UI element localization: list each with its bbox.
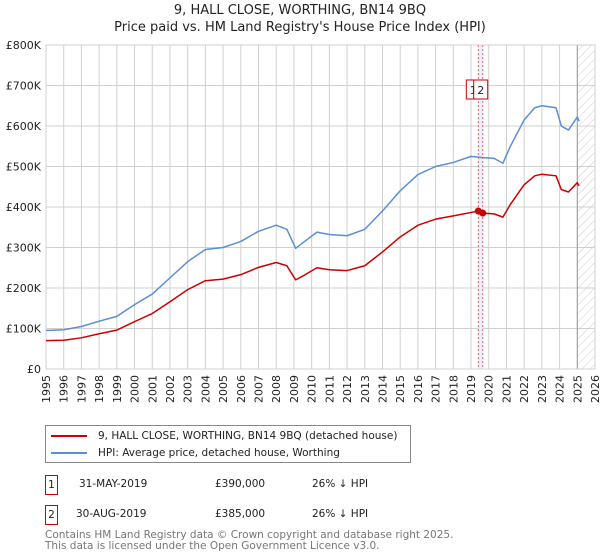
x-tick-label: 1997 xyxy=(75,375,88,403)
footer: Contains HM Land Registry data © Crown c… xyxy=(45,530,453,552)
x-tick-label: 2023 xyxy=(536,375,549,403)
sale-band xyxy=(478,45,483,369)
x-tick-label: 2008 xyxy=(270,375,283,403)
chart-subtitle: Price paid vs. HM Land Registry's House … xyxy=(114,20,486,35)
sale-point xyxy=(479,209,487,217)
sale-badge: 2 xyxy=(45,505,58,525)
y-tick-label: £700K xyxy=(6,80,42,93)
x-tick-label: 2025 xyxy=(571,375,584,403)
x-tick-label: 2022 xyxy=(518,375,531,403)
x-tick-label: 2004 xyxy=(199,375,212,403)
x-tick-label: 2013 xyxy=(359,375,372,403)
x-tick-label: 2006 xyxy=(235,375,248,403)
y-tick-label: £600K xyxy=(6,120,42,133)
x-tick-label: 2001 xyxy=(146,375,159,403)
legend-item-hpi: HPI: Average price, detached house, Wort… xyxy=(46,445,340,461)
x-tick-label: 2015 xyxy=(394,375,407,403)
sale-price: £385,000 xyxy=(215,508,266,520)
y-tick-label: £100K xyxy=(6,323,42,336)
sale-hpi-diff: 26% ↓ HPI xyxy=(312,478,369,490)
x-tick-label: 1999 xyxy=(111,375,124,403)
legend-item-property: 9, HALL CLOSE, WORTHING, BN14 9BQ (detac… xyxy=(46,428,397,444)
x-tick-label: 2020 xyxy=(483,375,496,403)
y-tick-label: £200K xyxy=(6,282,42,295)
y-tick-label: £500K xyxy=(6,161,42,174)
x-tick-label: 2005 xyxy=(217,375,230,403)
x-tick-label: 1995 xyxy=(40,375,53,403)
x-tick-label: 2012 xyxy=(341,375,354,403)
plot-frame xyxy=(45,44,596,370)
property-price-line xyxy=(45,173,580,342)
sale-date: 31-MAY-2019 xyxy=(79,478,148,490)
sale-hpi-diff: 26% ↓ HPI xyxy=(312,508,369,520)
footer-licence: This data is licensed under the Open Gov… xyxy=(45,540,380,552)
x-tick-label: 2003 xyxy=(182,375,195,403)
x-tick-label: 2017 xyxy=(430,375,443,403)
x-tick-label: 2009 xyxy=(288,375,301,403)
x-tick-label: 2007 xyxy=(253,375,266,403)
x-tick-label: 2011 xyxy=(323,375,336,403)
legend: 9, HALL CLOSE, WORTHING, BN14 9BQ (detac… xyxy=(45,425,411,463)
legend-label: HPI: Average price, detached house, Wort… xyxy=(98,447,340,459)
y-tick-label: £400K xyxy=(6,201,42,214)
sale-badge: 1 xyxy=(45,475,58,495)
x-tick-label: 2021 xyxy=(500,375,513,403)
x-tick-label: 2002 xyxy=(164,375,177,403)
x-tick-label: 2024 xyxy=(554,375,567,403)
legend-label: 9, HALL CLOSE, WORTHING, BN14 9BQ (detac… xyxy=(98,430,398,442)
y-tick-label: £300K xyxy=(6,242,42,255)
x-tick-label: 2019 xyxy=(465,375,478,403)
sale-label-box xyxy=(473,79,489,100)
sale-date: 30-AUG-2019 xyxy=(76,508,147,520)
x-tick-label: 1996 xyxy=(58,375,71,403)
legend-swatch-blue xyxy=(51,452,87,454)
x-tick-label: 2010 xyxy=(306,375,319,403)
forecast-hatch xyxy=(577,45,595,369)
x-tick-label: 2014 xyxy=(376,375,389,403)
footer-copyright: Contains HM Land Registry data © Crown c… xyxy=(45,529,454,541)
sale-label: 2 xyxy=(477,84,484,97)
sale-price: £390,000 xyxy=(215,478,266,490)
x-tick-label: 1998 xyxy=(93,375,106,403)
hpi-line xyxy=(45,105,580,332)
x-tick-label: 2026 xyxy=(589,375,600,403)
legend-swatch-red xyxy=(51,435,87,437)
y-tick-label: £0 xyxy=(27,363,41,376)
x-tick-label: 2000 xyxy=(129,375,142,403)
y-tick-label: £800K xyxy=(6,39,42,52)
price-chart: £0 £100K £200K £300K £400K £500K £600K £700K £80… xyxy=(6,39,600,403)
x-tick-label: 2016 xyxy=(412,375,425,403)
chart-title: 9, HALL CLOSE, WORTHING, BN14 9BQ xyxy=(173,3,427,18)
x-tick-label: 2018 xyxy=(447,375,460,403)
